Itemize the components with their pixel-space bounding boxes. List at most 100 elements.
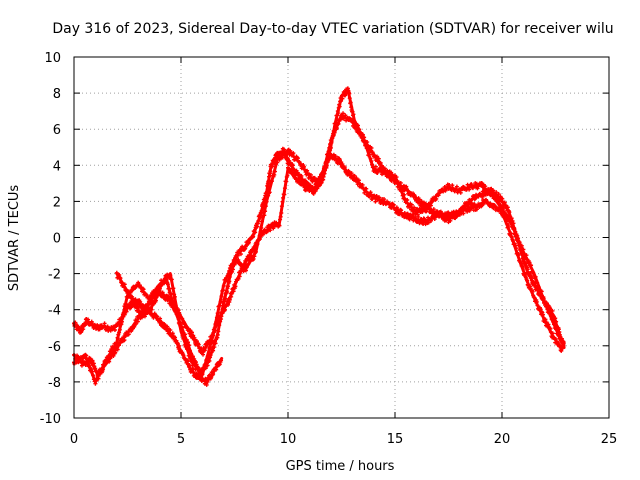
data-point — [370, 162, 375, 167]
data-point — [365, 146, 370, 151]
data-point — [333, 154, 338, 159]
data-point — [140, 289, 145, 294]
data-point — [208, 344, 213, 349]
data-point — [558, 344, 563, 349]
data-point — [260, 219, 265, 224]
data-point — [467, 184, 472, 189]
data-point — [328, 142, 333, 147]
y-tick-label: 0 — [53, 232, 61, 247]
data-point — [402, 192, 407, 197]
data-point — [233, 255, 238, 260]
data-point — [262, 213, 267, 218]
grid-lines — [74, 57, 609, 418]
data-point — [272, 172, 277, 177]
data-point — [461, 211, 466, 216]
data-point — [332, 130, 337, 135]
data-point — [290, 163, 295, 168]
data-point — [282, 186, 287, 191]
data-point — [285, 151, 290, 156]
data-point — [126, 289, 131, 294]
data-point — [356, 126, 361, 131]
x-tick-label: 10 — [280, 432, 297, 447]
data-point — [342, 165, 347, 170]
data-point — [148, 297, 153, 302]
data-point — [159, 278, 164, 283]
data-point — [118, 276, 123, 281]
data-point — [236, 257, 241, 262]
data-point — [202, 348, 207, 353]
data-point — [119, 322, 124, 327]
data-point — [114, 270, 119, 275]
data-point — [519, 243, 524, 248]
data-point — [431, 207, 436, 212]
data-point — [509, 224, 514, 229]
data-point — [212, 345, 217, 350]
x-tick-label: 5 — [177, 432, 185, 447]
data-point — [105, 324, 110, 329]
data-point — [313, 185, 318, 190]
data-point — [84, 360, 89, 365]
data-point — [87, 363, 92, 368]
data-point — [155, 287, 160, 292]
data-point — [99, 370, 104, 375]
data-point — [226, 272, 231, 277]
data-point — [115, 347, 120, 352]
series-line — [72, 87, 566, 377]
data-point — [302, 167, 307, 172]
data-point — [257, 233, 262, 238]
data-point — [334, 126, 339, 131]
data-point — [111, 353, 116, 358]
data-point — [509, 231, 514, 236]
data-point — [496, 192, 501, 197]
data-point — [123, 302, 128, 307]
data-point — [179, 329, 184, 334]
data-point — [214, 367, 219, 372]
y-tick-label: 4 — [53, 159, 61, 174]
data-point — [351, 118, 356, 123]
data-point — [192, 335, 197, 340]
data-point — [128, 290, 133, 295]
data-point — [336, 121, 341, 126]
data-point — [255, 242, 260, 247]
data-point — [120, 316, 125, 321]
data-point — [506, 214, 511, 219]
data-point — [311, 190, 316, 195]
data-point — [458, 190, 463, 195]
data-point — [546, 307, 551, 312]
data-point — [253, 249, 258, 254]
data-point — [182, 336, 187, 341]
data-point — [507, 210, 512, 215]
data-point — [243, 268, 248, 273]
data-point — [354, 123, 359, 128]
data-point — [172, 292, 177, 297]
series-2 — [72, 86, 566, 379]
data-point — [126, 332, 131, 337]
data-point — [559, 348, 564, 353]
data-point — [196, 342, 201, 347]
series-4 — [72, 111, 566, 386]
data-point — [173, 303, 178, 308]
data-point — [147, 295, 152, 300]
data-point — [521, 247, 526, 252]
data-point — [180, 333, 185, 338]
data-point — [297, 159, 302, 164]
data-point — [259, 225, 264, 230]
data-point — [246, 261, 251, 266]
data-point — [548, 314, 553, 319]
data-point — [155, 314, 160, 319]
data-point — [525, 267, 530, 272]
data-point — [194, 339, 199, 344]
data-point — [165, 324, 170, 329]
data-point — [330, 135, 335, 140]
data-point — [329, 139, 334, 144]
data-point — [555, 328, 560, 333]
data-point — [318, 181, 323, 186]
data-point — [107, 359, 112, 364]
data-point — [227, 266, 232, 271]
data-point — [79, 329, 84, 334]
data-point — [273, 169, 278, 174]
data-point — [168, 328, 173, 333]
data-point — [199, 369, 204, 374]
data-point — [369, 145, 374, 150]
data-point — [153, 290, 158, 295]
